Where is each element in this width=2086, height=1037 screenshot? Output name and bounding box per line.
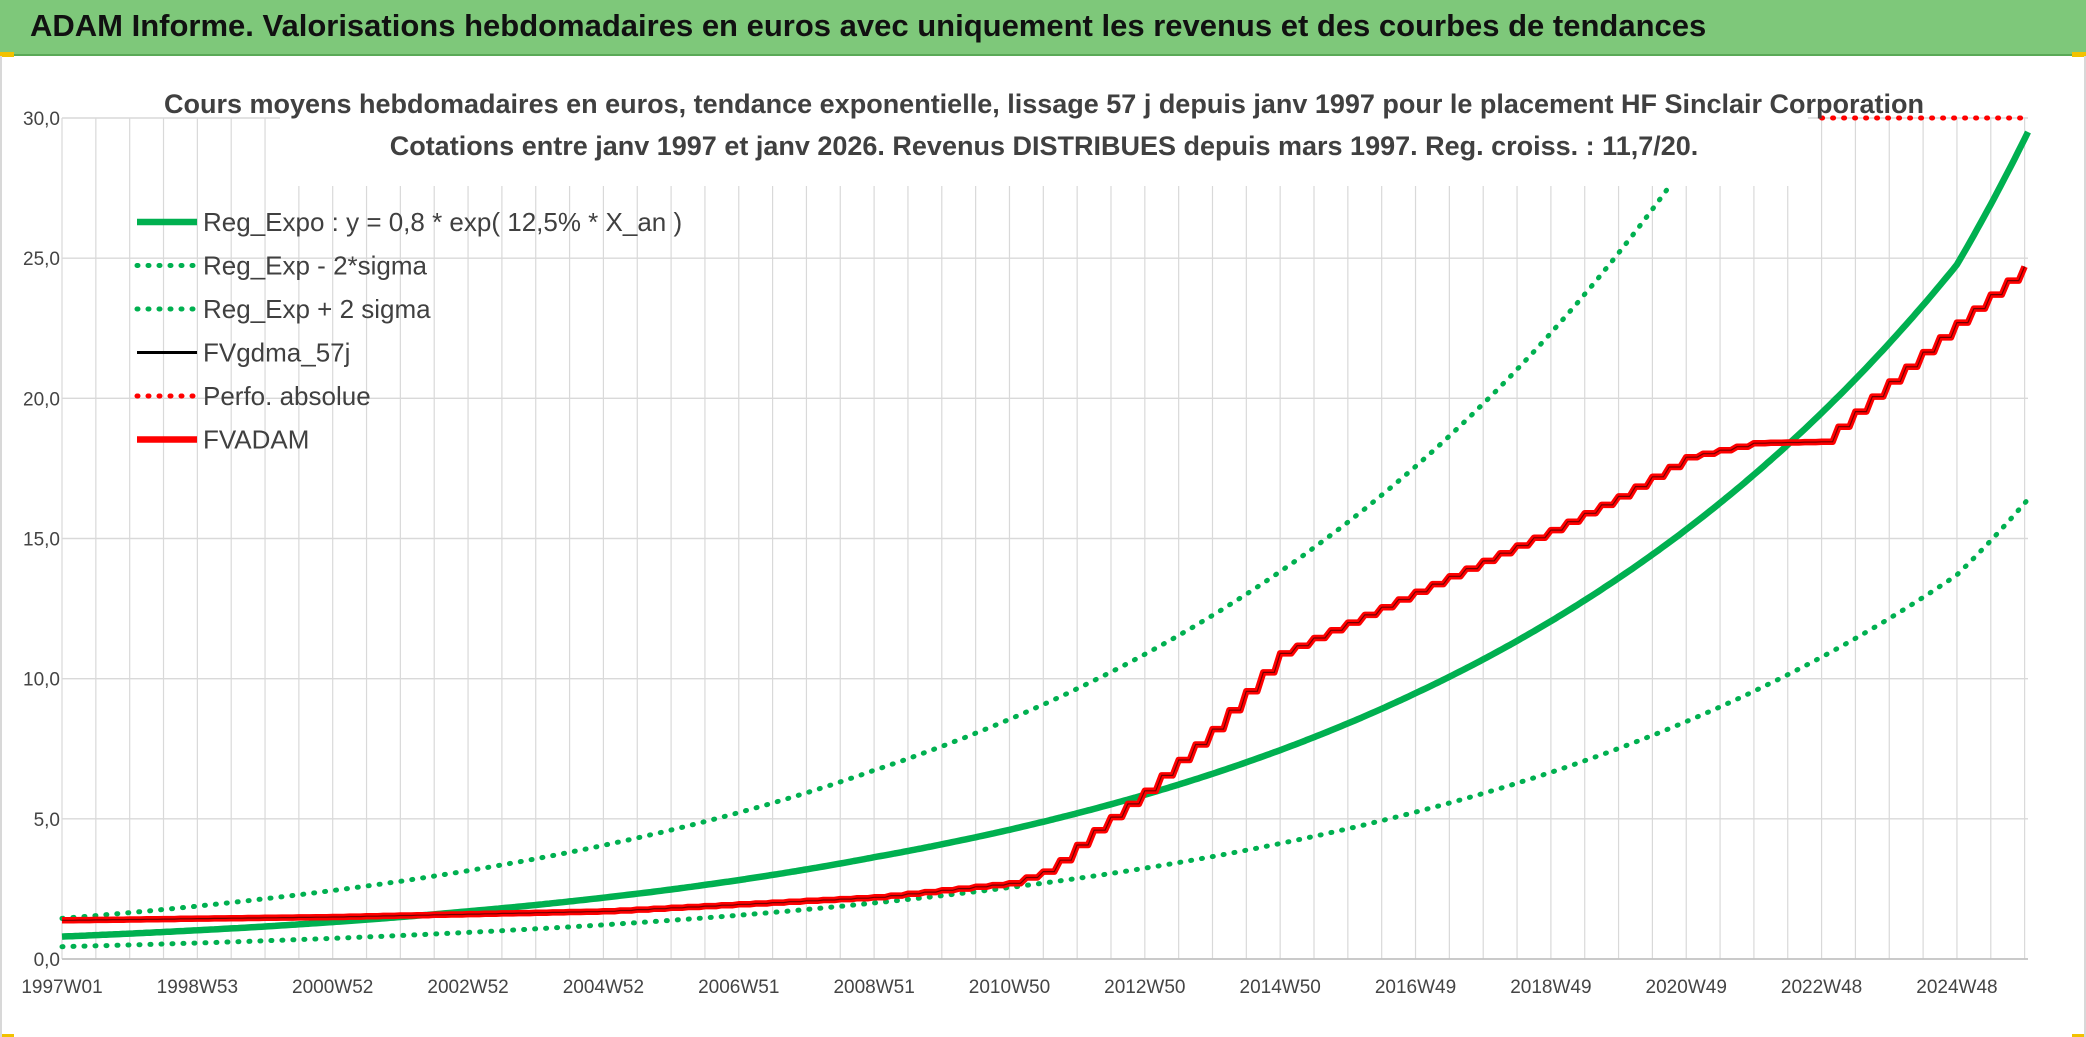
corner-mark-right <box>2072 52 2086 57</box>
x-tick-label: 2012W50 <box>1104 977 1185 998</box>
grid <box>61 117 2028 960</box>
x-tick-label: 2018W49 <box>1510 977 1591 998</box>
legend-label: Reg_Expo : y = 0,8 * exp( 12,5% * X_an ) <box>203 207 682 237</box>
x-tick-label: 1998W53 <box>157 977 238 998</box>
corner-mark-bottom-right <box>2072 1034 2086 1037</box>
y-tick-label: 20,0 <box>23 389 60 410</box>
x-tick-label: 2006W51 <box>698 977 779 998</box>
page-title: ADAM Informe. Valorisations hebdomadaire… <box>30 8 1707 43</box>
series-layer <box>59 115 2031 950</box>
x-tick-label: 2020W49 <box>1646 977 1727 998</box>
x-tick-label: 2024W48 <box>1916 977 1997 998</box>
x-tick-label: 2014W50 <box>1240 977 1321 998</box>
y-tick-label: 30,0 <box>23 109 60 130</box>
legend-label: Reg_Exp + 2 sigma <box>203 294 431 324</box>
header-bar: ADAM Informe. Valorisations hebdomadaire… <box>0 0 2086 56</box>
corner-mark-left <box>0 52 14 57</box>
chart-subtitle: Cotations entre janv 1997 et janv 2026. … <box>390 131 1699 161</box>
x-tick-label: 2016W49 <box>1375 977 1456 998</box>
legend-label: Perfo. absolue <box>203 381 371 411</box>
y-tick-label: 15,0 <box>23 530 60 551</box>
y-tick-label: 10,0 <box>23 670 60 691</box>
y-tick-label: 0,0 <box>34 950 60 971</box>
y-tick-label: 5,0 <box>34 810 60 831</box>
x-tick-label: 2010W50 <box>969 977 1050 998</box>
legend: Reg_Expo : y = 0,8 * exp( 12,5% * X_an )… <box>134 207 682 455</box>
x-tick-label: 1997W01 <box>21 977 102 998</box>
series-line-3-overlay <box>62 266 2026 921</box>
title-background <box>280 86 1808 186</box>
corner-mark-bottom-left <box>0 1034 14 1037</box>
series-line-1 <box>59 496 2031 950</box>
chart: 0,0 5,0 10,0 15,0 20,0 25,0 30,0 1997W01 1998W53… <box>21 86 2031 998</box>
axes: 0,0 5,0 10,0 15,0 20,0 25,0 30,0 1997W01 1998W53… <box>21 109 2028 998</box>
legend-label: FVADAM <box>203 425 309 455</box>
chart-title-block: Cours moyens hebdomadaires en euros, ten… <box>164 86 1924 186</box>
legend-label: FVgdma_57j <box>203 338 350 368</box>
x-tick-label: 2000W52 <box>292 977 373 998</box>
x-tick-label: 2008W51 <box>833 977 914 998</box>
y-tick-label: 25,0 <box>23 249 60 270</box>
chart-title: Cours moyens hebdomadaires en euros, ten… <box>164 89 1924 119</box>
chart-frame: 0,0 5,0 10,0 15,0 20,0 25,0 30,0 1997W01 1998W53… <box>0 56 2086 1037</box>
legend-label: Reg_Exp - 2*sigma <box>203 251 428 281</box>
x-tick-label: 2004W52 <box>563 977 644 998</box>
x-tick-label: 2022W48 <box>1781 977 1862 998</box>
series-line-2 <box>59 160 1689 921</box>
x-tick-label: 2002W52 <box>427 977 508 998</box>
